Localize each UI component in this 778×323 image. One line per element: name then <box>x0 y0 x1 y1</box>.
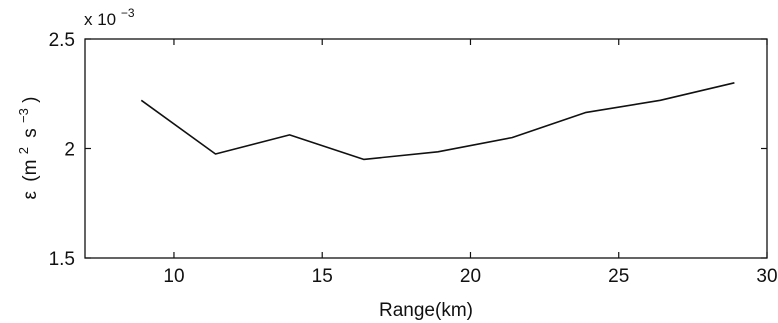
y-tick-label: 1.5 <box>49 249 75 270</box>
y-axis-label-symbol: ε <box>20 190 41 199</box>
y-tick-label: 2.5 <box>49 30 75 51</box>
y-axis-label-unit-mid: s <box>20 128 41 138</box>
y-tick-label: 2 <box>64 140 75 161</box>
y-axis-label-unit-end: ) <box>20 97 41 103</box>
y-axis-label-unit-main: (m <box>20 160 41 182</box>
x-tick-label: 30 <box>756 266 777 287</box>
series-layer <box>140 82 735 161</box>
x-tick-label: 10 <box>163 266 184 287</box>
x-tick-label: 15 <box>312 266 333 287</box>
y-axis-label: ε (m 2 s −3 ) <box>12 97 41 200</box>
y-axis-label-exp1: 2 <box>16 147 31 154</box>
y-axis-multiplier-exponent: −3 <box>121 6 135 20</box>
x-tick-label: 20 <box>460 266 481 287</box>
y-axis-multiplier-base: x 10 <box>84 10 116 29</box>
x-axis-label: Range(km) <box>379 300 473 321</box>
plot-area-frame <box>84 38 768 259</box>
y-axis-label-exp2: −3 <box>16 108 31 123</box>
series-line <box>140 82 735 161</box>
x-tick-label: 25 <box>608 266 629 287</box>
y-axis-multiplier: x 10 −3 <box>84 6 135 29</box>
axis-ticks: 10 15 20 25 30 1.5 2 2.5 <box>49 30 778 287</box>
